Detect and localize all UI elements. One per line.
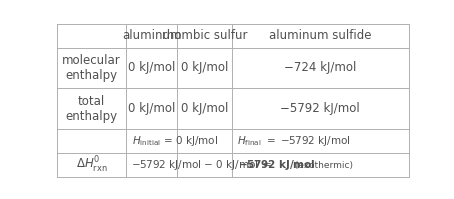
Text: aluminum sulfide: aluminum sulfide <box>269 29 371 42</box>
Text: rhombic sulfur: rhombic sulfur <box>162 29 247 42</box>
Text: $-$5792 kJ/mol $-$ 0 kJ/mol $=$: $-$5792 kJ/mol $-$ 0 kJ/mol $=$ <box>131 158 275 172</box>
Text: aluminum: aluminum <box>122 29 182 42</box>
Text: $\Delta H^0_{\mathrm{rxn}}$: $\Delta H^0_{\mathrm{rxn}}$ <box>76 155 108 175</box>
Text: 0 kJ/mol: 0 kJ/mol <box>128 102 176 115</box>
Text: −724 kJ/mol: −724 kJ/mol <box>284 61 356 74</box>
Text: −5792 kJ/mol: −5792 kJ/mol <box>281 102 360 115</box>
Text: $H_{\mathrm{initial}}$ = 0 kJ/mol: $H_{\mathrm{initial}}$ = 0 kJ/mol <box>132 134 218 148</box>
Text: (exothermic): (exothermic) <box>292 161 354 170</box>
Text: molecular
enthalpy: molecular enthalpy <box>62 54 121 82</box>
Text: total
enthalpy: total enthalpy <box>65 95 118 123</box>
Text: $H_{\mathrm{final}}$ $=$ $-$5792 kJ/mol: $H_{\mathrm{final}}$ $=$ $-$5792 kJ/mol <box>237 134 351 148</box>
Text: 0 kJ/mol: 0 kJ/mol <box>181 61 228 74</box>
Text: 0 kJ/mol: 0 kJ/mol <box>181 102 228 115</box>
Text: 0 kJ/mol: 0 kJ/mol <box>128 61 176 74</box>
Text: $\mathbf{-5792\ kJ/mol}$: $\mathbf{-5792\ kJ/mol}$ <box>238 158 316 172</box>
